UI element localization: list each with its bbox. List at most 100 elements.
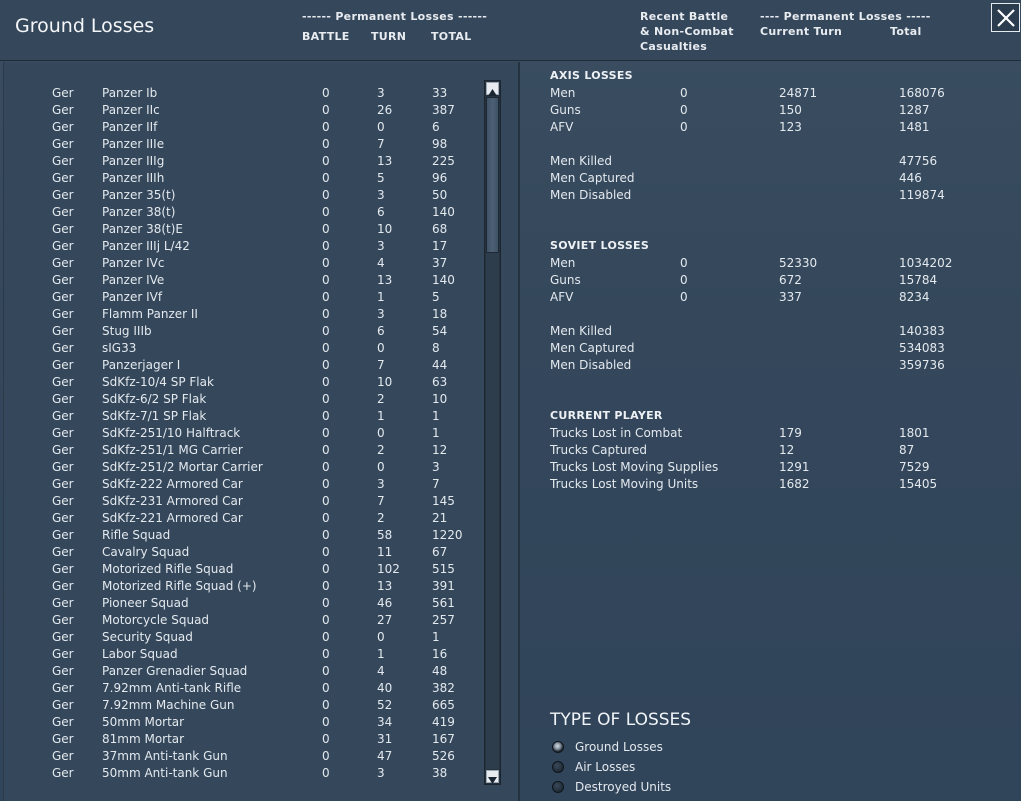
unit-row[interactable]: Ger Panzer IIf 0 0 6 [4, 118, 484, 135]
unit-row[interactable]: Ger Pioneer Squad 0 46 561 [4, 594, 484, 611]
scroll-thumb[interactable] [486, 97, 499, 253]
unit-row[interactable]: Ger Panzer 38(t) 0 6 140 [4, 203, 484, 220]
unit-name: SdKfz-251/2 Mortar Carrier [102, 460, 263, 474]
unit-row[interactable]: Ger Panzer Grenadier Squad 0 4 48 [4, 662, 484, 679]
unit-row[interactable]: Ger Cavalry Squad 0 11 67 [4, 543, 484, 560]
unit-row[interactable]: Ger 50mm Mortar 0 34 419 [4, 713, 484, 730]
current-player-title: CURRENT PLAYER [550, 409, 663, 422]
unit-list-scrollbar[interactable] [484, 80, 501, 785]
unit-row[interactable]: Ger SdKfz-251/2 Mortar Carrier 0 0 3 [4, 458, 484, 475]
unit-total-losses: 145 [432, 494, 455, 508]
scroll-down-button[interactable] [486, 770, 499, 784]
scroll-track[interactable] [486, 253, 499, 769]
unit-name: SdKfz-251/10 Halftrack [102, 426, 241, 440]
unit-row[interactable]: Ger SdKfz-221 Armored Car 0 2 21 [4, 509, 484, 526]
column-header-battle: BATTLE [302, 30, 350, 43]
unit-total-losses: 18 [432, 307, 448, 321]
soviet-detail-row: Men Disabled 359736 [520, 356, 1021, 373]
unit-row[interactable]: Ger SdKfz-6/2 SP Flak 0 2 10 [4, 390, 484, 407]
unit-row[interactable]: Ger Panzer IVe 0 13 140 [4, 271, 484, 288]
unit-nationality: Ger [52, 681, 74, 695]
unit-name: Pioneer Squad [102, 596, 189, 610]
unit-row[interactable]: Ger Panzer IVc 0 4 37 [4, 254, 484, 271]
unit-row[interactable]: Ger Panzer IIIe 0 7 98 [4, 135, 484, 152]
unit-total-losses: 561 [432, 596, 455, 610]
unit-row[interactable]: Ger SdKfz-10/4 SP Flak 0 10 63 [4, 373, 484, 390]
player-row: Trucks Lost Moving Supplies 1291 7529 [520, 458, 1021, 475]
axis-detail-total: 47756 [899, 154, 938, 168]
unit-row[interactable]: Ger Stug IIIb 0 6 54 [4, 322, 484, 339]
unit-row[interactable]: Ger Rifle Squad 0 58 1220 [4, 526, 484, 543]
player-total: 87 [899, 443, 915, 457]
unit-name: Panzer IIIh [102, 171, 165, 185]
unit-nationality: Ger [52, 205, 74, 219]
unit-nationality: Ger [52, 630, 74, 644]
unit-turn-losses: 58 [377, 528, 393, 542]
unit-name: Motorized Rifle Squad (+) [102, 579, 257, 593]
unit-row[interactable]: Ger sIG33 0 0 8 [4, 339, 484, 356]
axis-row: AFV 0 123 1481 [520, 118, 1021, 135]
soviet-turn: 52330 [779, 256, 818, 270]
unit-nationality: Ger [52, 460, 74, 474]
unit-row[interactable]: Ger Panzerjager I 0 7 44 [4, 356, 484, 373]
player-total: 7529 [899, 460, 930, 474]
unit-battle-losses: 0 [322, 596, 330, 610]
unit-row[interactable]: Ger Motorized Rifle Squad 0 102 515 [4, 560, 484, 577]
unit-row[interactable]: Ger Panzer IVf 0 1 5 [4, 288, 484, 305]
soviet-total: 1034202 [899, 256, 953, 270]
unit-row[interactable]: Ger SdKfz-231 Armored Car 0 7 145 [4, 492, 484, 509]
unit-row[interactable]: Ger Panzer IIc 0 26 387 [4, 101, 484, 118]
unit-battle-losses: 0 [322, 545, 330, 559]
unit-row[interactable]: Ger 50mm Anti-tank Gun 0 3 38 [4, 764, 484, 781]
unit-row[interactable]: Ger Flamm Panzer II 0 3 18 [4, 305, 484, 322]
unit-total-losses: 515 [432, 562, 455, 576]
unit-row[interactable]: Ger Panzer Ib 0 3 33 [4, 84, 484, 101]
unit-turn-losses: 11 [377, 545, 393, 559]
radio-button-icon[interactable] [552, 741, 564, 753]
unit-turn-losses: 1 [377, 647, 385, 661]
unit-turn-losses: 3 [377, 477, 385, 491]
radio-button-icon[interactable] [552, 761, 564, 773]
close-button[interactable] [991, 3, 1020, 32]
unit-row[interactable]: Ger 81mm Mortar 0 31 167 [4, 730, 484, 747]
soviet-label: Men [550, 256, 576, 270]
unit-row[interactable]: Ger SdKfz-251/1 MG Carrier 0 2 12 [4, 441, 484, 458]
axis-turn: 123 [779, 120, 802, 134]
axis-label: Men [550, 86, 576, 100]
unit-total-losses: 21 [432, 511, 448, 525]
unit-total-losses: 382 [432, 681, 455, 695]
soviet-row: Guns 0 672 15784 [520, 271, 1021, 288]
unit-nationality: Ger [52, 341, 74, 355]
unit-name: sIG33 [102, 341, 137, 355]
unit-row[interactable]: Ger Panzer 38(t)E 0 10 68 [4, 220, 484, 237]
unit-turn-losses: 0 [377, 460, 385, 474]
unit-row[interactable]: Ger SdKfz-222 Armored Car 0 3 7 [4, 475, 484, 492]
unit-row[interactable]: Ger Motorized Rifle Squad (+) 0 13 391 [4, 577, 484, 594]
unit-turn-losses: 26 [377, 103, 393, 117]
axis-turn: 150 [779, 103, 802, 117]
unit-row[interactable]: Ger 7.92mm Machine Gun 0 52 665 [4, 696, 484, 713]
unit-row[interactable]: Ger 7.92mm Anti-tank Rifle 0 40 382 [4, 679, 484, 696]
unit-row[interactable]: Ger 37mm Anti-tank Gun 0 47 526 [4, 747, 484, 764]
radio-button-icon[interactable] [552, 781, 564, 793]
unit-row[interactable]: Ger SdKfz-7/1 SP Flak 0 1 1 [4, 407, 484, 424]
unit-row[interactable]: Ger Panzer IIIg 0 13 225 [4, 152, 484, 169]
unit-row[interactable]: Ger Panzer 35(t) 0 3 50 [4, 186, 484, 203]
unit-row[interactable]: Ger Motorcycle Squad 0 27 257 [4, 611, 484, 628]
player-label: Trucks Lost Moving Units [550, 477, 699, 491]
unit-row[interactable]: Ger Panzer IIIh 0 5 96 [4, 169, 484, 186]
unit-battle-losses: 0 [322, 205, 330, 219]
unit-total-losses: 1220 [432, 528, 463, 542]
unit-battle-losses: 0 [322, 375, 330, 389]
unit-row[interactable]: Ger Security Squad 0 0 1 [4, 628, 484, 645]
unit-total-losses: 5 [432, 290, 440, 304]
unit-turn-losses: 0 [377, 630, 385, 644]
scroll-up-button[interactable] [486, 82, 499, 96]
unit-row[interactable]: Ger SdKfz-251/10 Halftrack 0 0 1 [4, 424, 484, 441]
unit-row[interactable]: Ger Panzer IIIj L/42 0 3 17 [4, 237, 484, 254]
unit-nationality: Ger [52, 375, 74, 389]
unit-turn-losses: 13 [377, 154, 393, 168]
unit-name: Panzer IVe [102, 273, 165, 287]
unit-total-losses: 67 [432, 545, 448, 559]
unit-row[interactable]: Ger Labor Squad 0 1 16 [4, 645, 484, 662]
